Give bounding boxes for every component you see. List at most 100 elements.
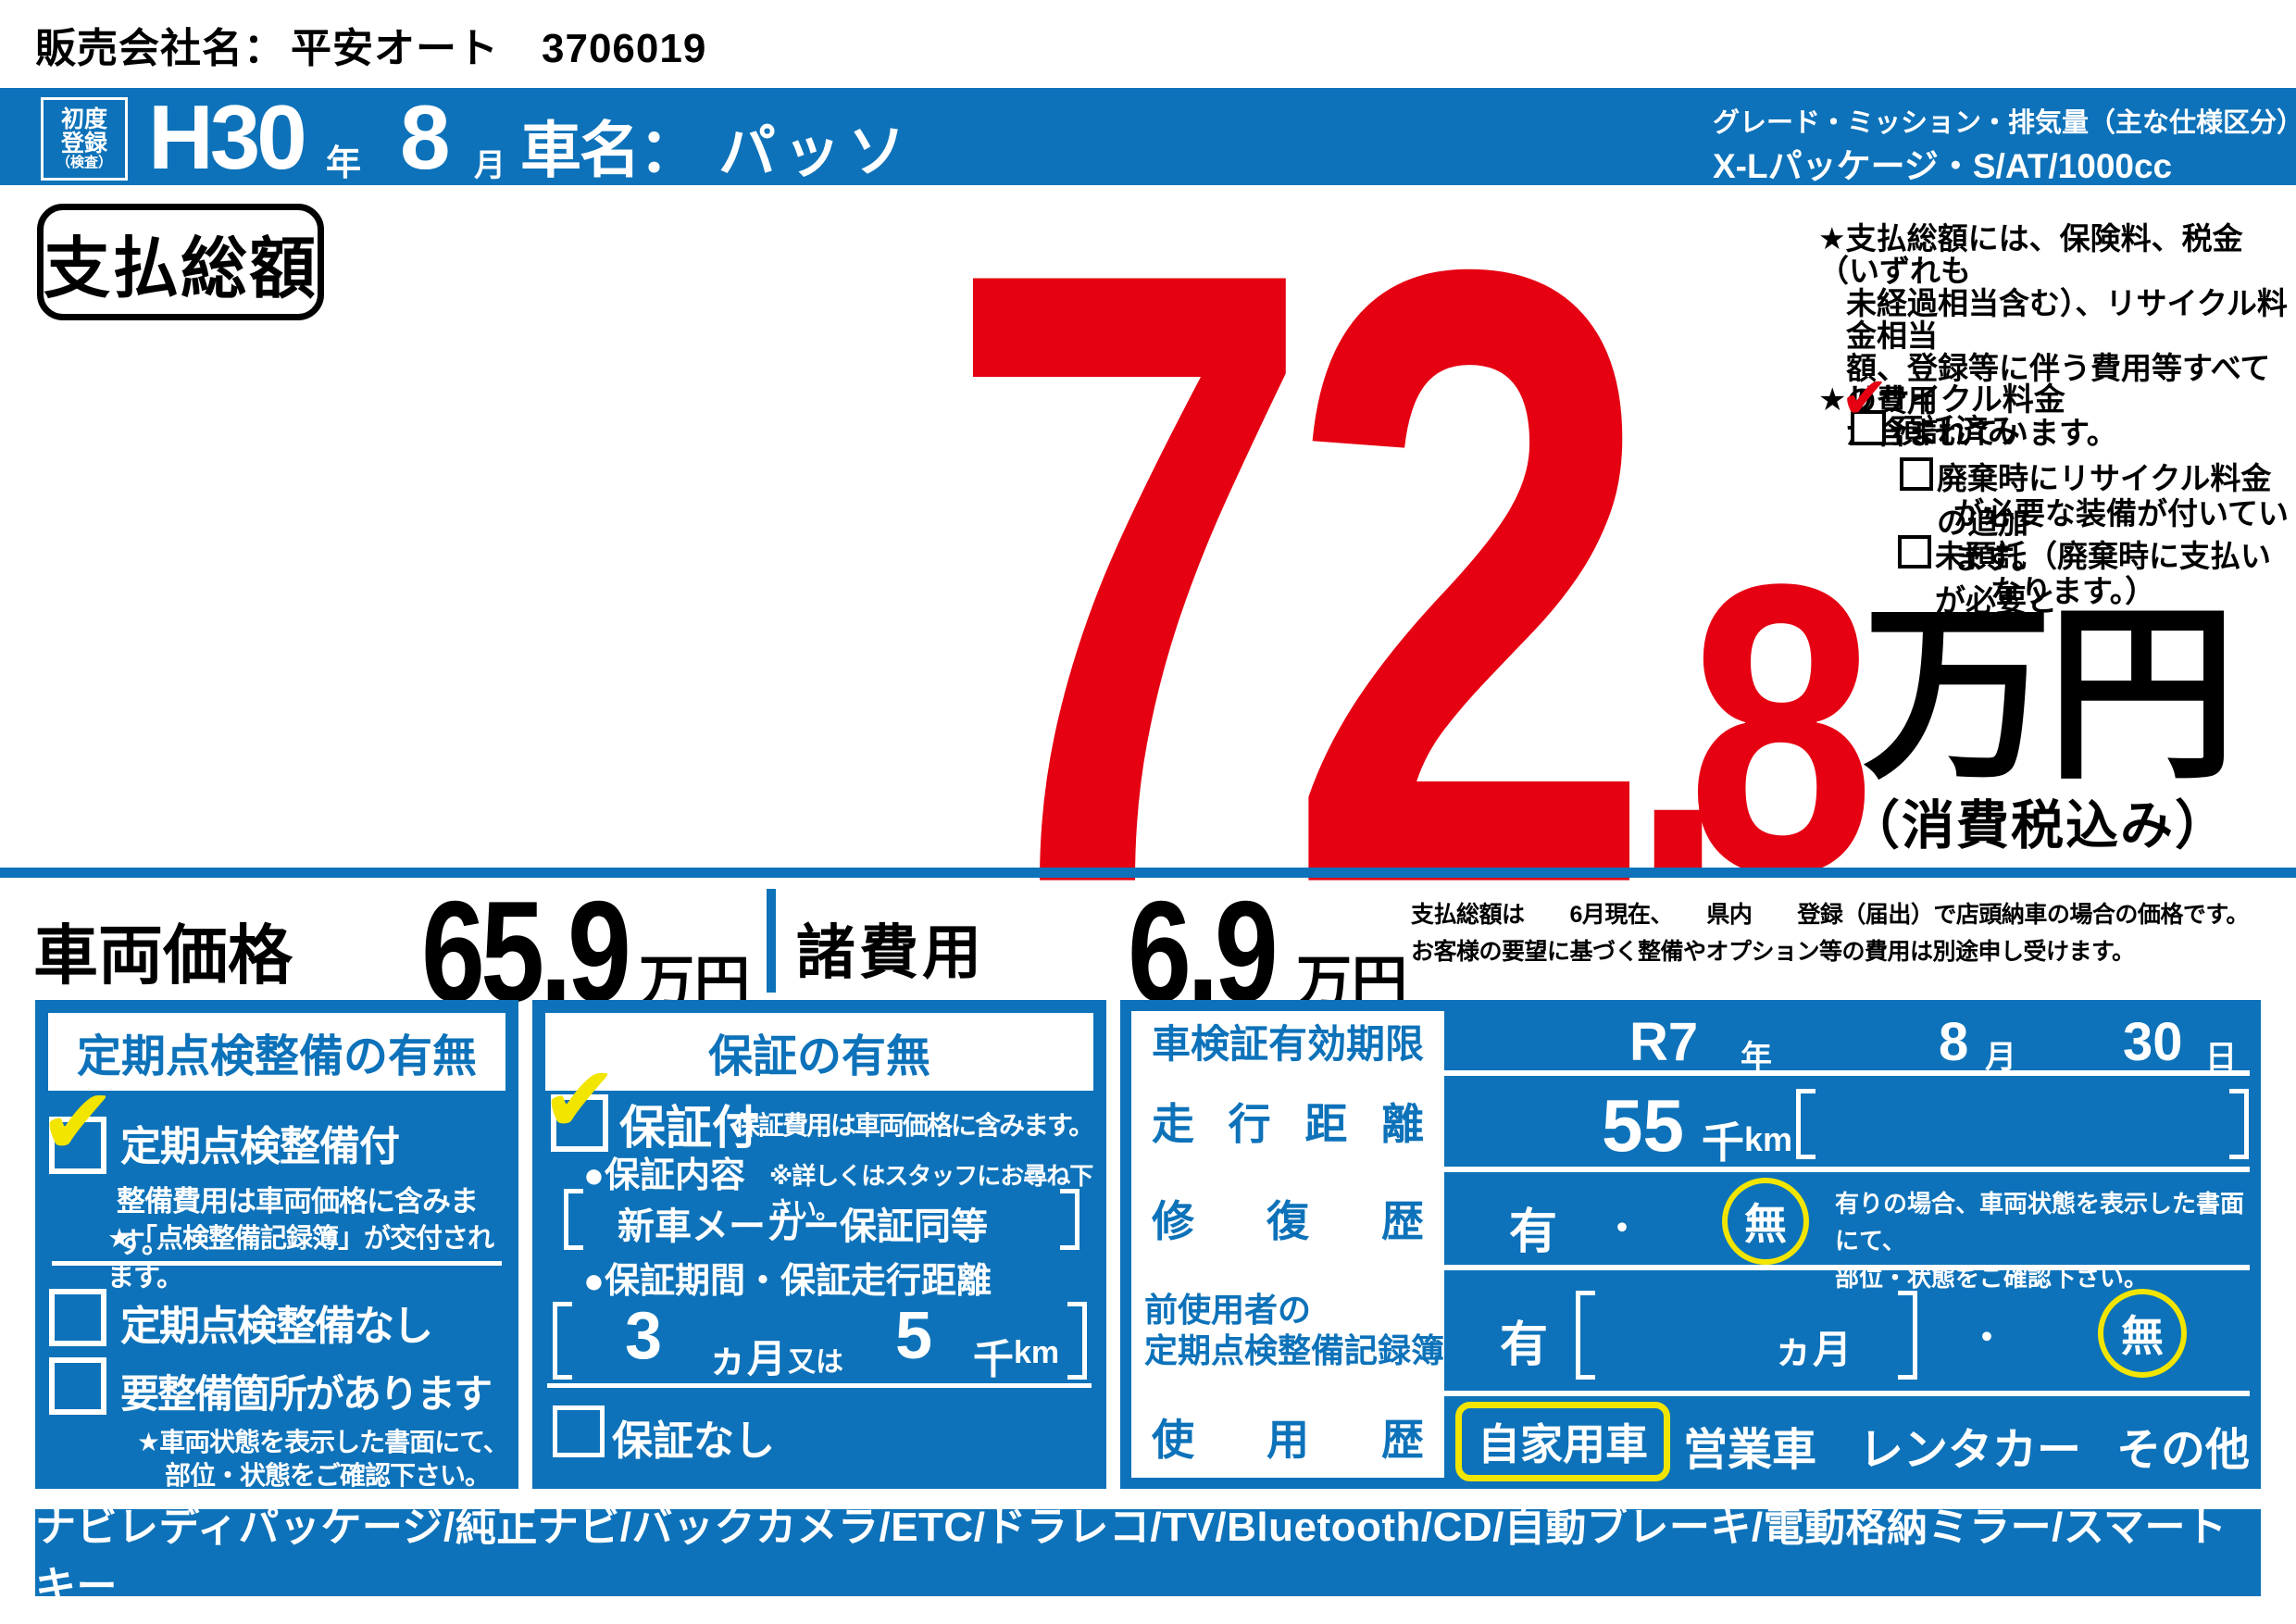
dot-separator: ・	[1603, 1208, 1641, 1249]
recycle-deposited-label: 預託済み	[1890, 414, 2021, 450]
note-line: 未経過相当含む）、リサイクル料金相当	[1846, 286, 2288, 353]
inspection-month-unit: 月	[1985, 1040, 2016, 1075]
record-yes: 有	[1500, 1318, 1549, 1372]
inspection-day: 30	[2123, 1012, 2183, 1072]
separator-bar	[0, 868, 2296, 878]
dot-separator: ・	[1968, 1318, 2005, 1358]
repair-no-circled: 無	[1722, 1178, 1809, 1265]
inspection-label-cell: 車検証有効期限	[1131, 1011, 1444, 1070]
inspection-year-unit: 年	[1741, 1040, 1772, 1075]
bracket-left-icon	[564, 1189, 583, 1250]
recycle-extra-line1: 廃棄時にリサイクル料金の追加	[1937, 461, 2272, 540]
maintenance-note3: ★車両状態を表示した書面にて、	[137, 1428, 509, 1456]
mileage-label-cell: 走行距離	[1131, 1076, 1444, 1167]
repair-note-line2: 部位・状態をご確認下さい。	[1835, 1264, 2149, 1292]
bracket-right-icon	[1067, 1302, 1087, 1380]
warranty-period-label: ●保証期間・保証走行距離	[583, 1262, 992, 1301]
maintenance-box: 定期点検整備の有無 ✔ 定期点検整備付 整備費用は車両価格に含みます。 ★「点検…	[35, 1000, 518, 1490]
inspection-value-row: R7 年 8 月 30 日	[1444, 1011, 2250, 1075]
recycle-not-deposited-line1: 未預託（廃棄時に支払いが必要と	[1935, 539, 2271, 618]
mileage-unit-big: 千	[1702, 1118, 1744, 1167]
fees-label: 諸費用	[796, 919, 985, 986]
warranty-no-checkbox	[553, 1405, 605, 1457]
maintenance-none-checkbox	[49, 1289, 106, 1346]
total-price-notes: ★支払総額には、保険料、税金（いずれも 未経過相当含む）、リサイクル料金相当 額…	[1818, 222, 2290, 449]
maintenance-note1: 整備費用は車両価格に含みます。	[117, 1185, 479, 1259]
maintenance-done-label: 定期点検整備付	[120, 1124, 400, 1169]
maintenance-title: 定期点検整備の有無	[48, 1013, 505, 1091]
recycle-extra-line2: が必要な装備が付いています。	[1953, 496, 2290, 575]
maintenance-needed-label: 要整備箇所があります	[120, 1372, 493, 1416]
warranty-km: 5	[895, 1299, 933, 1373]
mileage-unit-small: km	[1744, 1120, 1793, 1158]
registration-year: H30	[148, 86, 307, 188]
recycle-extra-checkbox	[1900, 457, 1933, 491]
bracket-left-icon	[1796, 1089, 1816, 1159]
vehicle-price-label: 車両価格	[33, 919, 293, 992]
repair-note: 有りの場合、車両状態を表示した書面にて、 部位・状態をご確認下さい。	[1835, 1185, 2250, 1296]
warranty-or: 又は	[788, 1347, 843, 1378]
usage-label-cell: 使用歴	[1131, 1396, 1444, 1478]
car-name-label: 車名：	[520, 116, 700, 184]
inspection-year: R7	[1629, 1012, 1699, 1072]
note-line: 額、登録等に伴う費用等すべての費用	[1846, 351, 2271, 418]
warranty-yes-label: 保証付	[619, 1102, 758, 1154]
price-divider	[767, 889, 776, 993]
header-band: 初度 登録 （検査） H30 年 8 月 車名： パッソ グレード・ミッション・…	[0, 86, 2296, 188]
warranty-content-caption: ※詳しくはスタッフにお尋ね下さい。	[769, 1162, 1093, 1224]
mileage-value-row: 55 千 km	[1444, 1076, 2250, 1167]
record-label-cell: 前使用者の 定期点検整備記録簿	[1131, 1270, 1444, 1391]
record-value-row: 有 ヵ月 ・ 無	[1444, 1270, 2250, 1391]
bracket-left-icon	[553, 1302, 572, 1380]
usage-option-commercial: 営業車	[1683, 1426, 1817, 1475]
usage-option-other: その他	[2116, 1426, 2251, 1475]
total-price-label: 支払総額	[37, 204, 324, 320]
equipment-bar: ナビレディパッケージ/純正ナビ/バックカメラ/ETC/ドラレコ/TV/Bluet…	[35, 1505, 2261, 1609]
badge-line3: （検査）	[56, 155, 112, 171]
dealer-label: 販売会社名：	[35, 26, 285, 71]
warranty-box: 保証の有無 ✔ 保証付 保証費用は車両価格に含みます。 ●保証内容 ※詳しくはス…	[532, 1000, 1106, 1489]
usage-label: 使用歴	[1152, 1416, 1424, 1464]
repair-no: 無	[1744, 1200, 1787, 1248]
maintenance-needed-checkbox	[49, 1357, 106, 1415]
car-name: パッソ	[718, 120, 914, 184]
warranty-no-label: 保証なし	[612, 1418, 775, 1464]
red-check-icon: ✔	[1841, 367, 1889, 431]
row-gap	[1131, 1265, 2250, 1270]
recycle-not-deposited-checkbox	[1898, 535, 1931, 568]
inspection-label: 車検証有効期限	[1152, 1021, 1425, 1066]
bracket-right-icon	[2229, 1089, 2249, 1159]
dealer-code: 3706019	[542, 26, 707, 71]
dealer-line: 販売会社名： 平安オート 3706019	[35, 15, 712, 74]
warranty-months-unit: ヵ月	[708, 1337, 787, 1380]
warranty-content-label: ●保証内容	[583, 1156, 745, 1195]
record-no-circled: 無	[2098, 1289, 2187, 1378]
maintenance-note4: 部位・状態をご確認下さい。	[165, 1461, 491, 1490]
record-label-line1: 前使用者の	[1144, 1291, 1312, 1329]
repair-label: 修復歴	[1152, 1197, 1424, 1245]
details-table: 車検証有効期限 走行距離 修復歴 前使用者の 定期点検整備記録簿 使用歴 R7 …	[1120, 1000, 2261, 1489]
warranty-km-unit-small: km	[1014, 1335, 1060, 1370]
total-price-unit: 万円	[1863, 589, 2237, 801]
warranty-months: 3	[625, 1299, 663, 1373]
recycle-not-deposited-line2: なります。）	[1990, 574, 2156, 608]
record-label-line2: 定期点検整備記録簿	[1144, 1331, 1445, 1369]
badge-line2: 登録	[60, 131, 107, 157]
repair-note-line1: 有りの場合、車両状態を表示した書面にて、	[1835, 1190, 2245, 1255]
recycle-deposited-checkbox	[1851, 410, 1886, 445]
yellow-check-icon: ✔	[541, 1048, 618, 1152]
row-gap	[1131, 1391, 2250, 1396]
note-line: が含まれています。	[1846, 416, 2117, 450]
note-line: ★支払総額には、保険料、税金（いずれも	[1818, 221, 2243, 288]
warranty-yes-checkbox	[551, 1094, 608, 1152]
total-price-decimal: .8	[1631, 499, 1875, 959]
mileage-value: 55	[1602, 1084, 1684, 1167]
inspection-day-unit: 日	[2205, 1040, 2237, 1075]
grade-value: X-Lパッケージ・S/AT/1000cc	[1713, 147, 2173, 185]
usage-option-private: 自家用車	[1478, 1420, 1648, 1468]
grade-caption: グレード・ミッション・排気量（主な仕様区分）	[1713, 108, 2296, 138]
divider	[52, 1261, 502, 1266]
registration-month: 8	[400, 86, 451, 188]
usage-selected-box: 自家用車	[1455, 1402, 1670, 1481]
